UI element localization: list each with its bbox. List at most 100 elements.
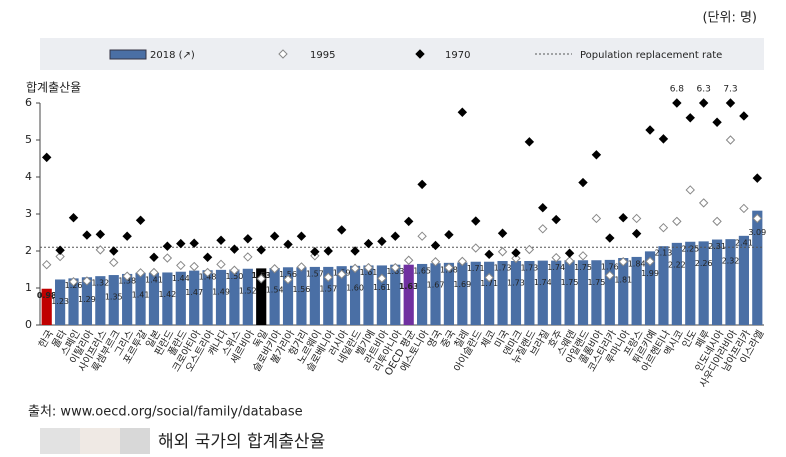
marker-1970 bbox=[296, 231, 307, 241]
bar bbox=[698, 241, 709, 325]
bar bbox=[618, 258, 629, 325]
value-label: 1.44 bbox=[172, 274, 190, 283]
marker-1970 bbox=[82, 230, 92, 240]
value-label: 1.47 bbox=[185, 288, 203, 297]
marker-1995 bbox=[162, 253, 173, 263]
marker-1995 bbox=[672, 216, 682, 227]
marker-1995 bbox=[484, 272, 494, 283]
value-label: 1.75 bbox=[574, 263, 592, 272]
marker-1970 bbox=[243, 234, 253, 244]
value-label: 0.98 bbox=[37, 291, 57, 300]
marker-1970 bbox=[471, 216, 481, 226]
y-tick-label: 3 bbox=[25, 207, 32, 220]
bar bbox=[68, 278, 79, 325]
value-label: 1.41 bbox=[145, 275, 163, 284]
marker-1970 bbox=[216, 235, 226, 245]
marker-1995 bbox=[55, 251, 65, 262]
overflow-label: 6.3 bbox=[697, 85, 711, 95]
value-label: 1.54 bbox=[266, 286, 284, 295]
marker-1970 bbox=[41, 152, 52, 163]
bar bbox=[752, 210, 763, 325]
value-label: 1.71 bbox=[467, 264, 485, 273]
bar bbox=[135, 272, 146, 325]
marker-1995 bbox=[135, 268, 146, 278]
marker-1970 bbox=[645, 125, 655, 135]
marker-1995 bbox=[229, 265, 240, 275]
bar bbox=[55, 279, 66, 325]
bar bbox=[376, 265, 387, 325]
marker-1970 bbox=[403, 216, 414, 227]
value-label: 1.81 bbox=[614, 276, 632, 285]
marker-1970 bbox=[68, 212, 79, 223]
bar bbox=[577, 260, 589, 325]
value-label: 3.09 bbox=[748, 228, 766, 237]
value-label: 1.57 bbox=[306, 269, 324, 278]
marker-1995 bbox=[68, 277, 79, 287]
marker-1970 bbox=[256, 245, 266, 255]
bar bbox=[215, 269, 227, 325]
marker-1970 bbox=[685, 113, 695, 123]
y-tick-label: 0 bbox=[25, 318, 32, 331]
bar bbox=[644, 251, 656, 325]
bar bbox=[711, 239, 723, 325]
value-label: 1.42 bbox=[158, 290, 176, 299]
bar bbox=[296, 267, 307, 325]
bar bbox=[336, 266, 347, 325]
bar bbox=[229, 269, 240, 325]
caption-block bbox=[120, 428, 150, 454]
legend-label: 1970 bbox=[445, 50, 470, 61]
marker-1970 bbox=[390, 231, 401, 241]
marker-1970 bbox=[698, 98, 709, 108]
marker-1995 bbox=[189, 261, 199, 272]
bar bbox=[403, 264, 414, 325]
marker-1995 bbox=[336, 269, 347, 280]
marker-1995 bbox=[109, 257, 119, 268]
value-label: 1.73 bbox=[507, 278, 525, 287]
value-label: 1.35 bbox=[105, 293, 123, 302]
marker-1970 bbox=[430, 240, 441, 251]
bar bbox=[202, 270, 213, 325]
bar bbox=[524, 260, 535, 325]
marker-1995 bbox=[739, 203, 749, 214]
bar bbox=[658, 246, 669, 325]
marker-1970 bbox=[269, 231, 280, 241]
value-label: 1.50 bbox=[226, 272, 244, 281]
legend-label: Population replacement rate bbox=[580, 50, 722, 61]
marker-1970 bbox=[524, 137, 535, 147]
marker-1970 bbox=[484, 249, 494, 260]
caption-block bbox=[40, 428, 80, 454]
value-label: 1.84 bbox=[628, 259, 646, 268]
overflow-label: 7.3 bbox=[723, 85, 737, 95]
bar bbox=[631, 256, 642, 325]
marker-1995 bbox=[725, 135, 736, 145]
marker-1995 bbox=[752, 213, 763, 224]
marker-1995 bbox=[564, 256, 575, 266]
value-label: 1.49 bbox=[212, 287, 230, 296]
overflow-label: 6.8 bbox=[670, 85, 685, 95]
bar bbox=[41, 288, 52, 325]
bar bbox=[430, 263, 441, 325]
value-label: 1.61 bbox=[360, 268, 378, 277]
marker-1970 bbox=[135, 215, 146, 225]
marker-1995 bbox=[658, 222, 669, 233]
marker-1970 bbox=[752, 173, 763, 183]
value-label: 1.65 bbox=[413, 266, 431, 275]
marker-1970 bbox=[122, 231, 132, 241]
bar bbox=[417, 263, 428, 325]
marker-1970 bbox=[725, 98, 736, 108]
marker-1995 bbox=[323, 272, 333, 282]
marker-1995 bbox=[41, 259, 52, 270]
marker-1995 bbox=[296, 262, 307, 272]
marker-1995 bbox=[551, 252, 561, 263]
value-label: 1.69 bbox=[453, 280, 471, 289]
marker-1995 bbox=[149, 267, 159, 278]
value-label: 1.38 bbox=[118, 276, 136, 285]
marker-1970 bbox=[564, 248, 575, 258]
bar bbox=[604, 259, 615, 325]
bar bbox=[591, 260, 602, 325]
bar bbox=[269, 268, 280, 325]
marker-1970 bbox=[444, 230, 454, 240]
marker-1995 bbox=[256, 274, 266, 284]
bar bbox=[551, 260, 562, 325]
